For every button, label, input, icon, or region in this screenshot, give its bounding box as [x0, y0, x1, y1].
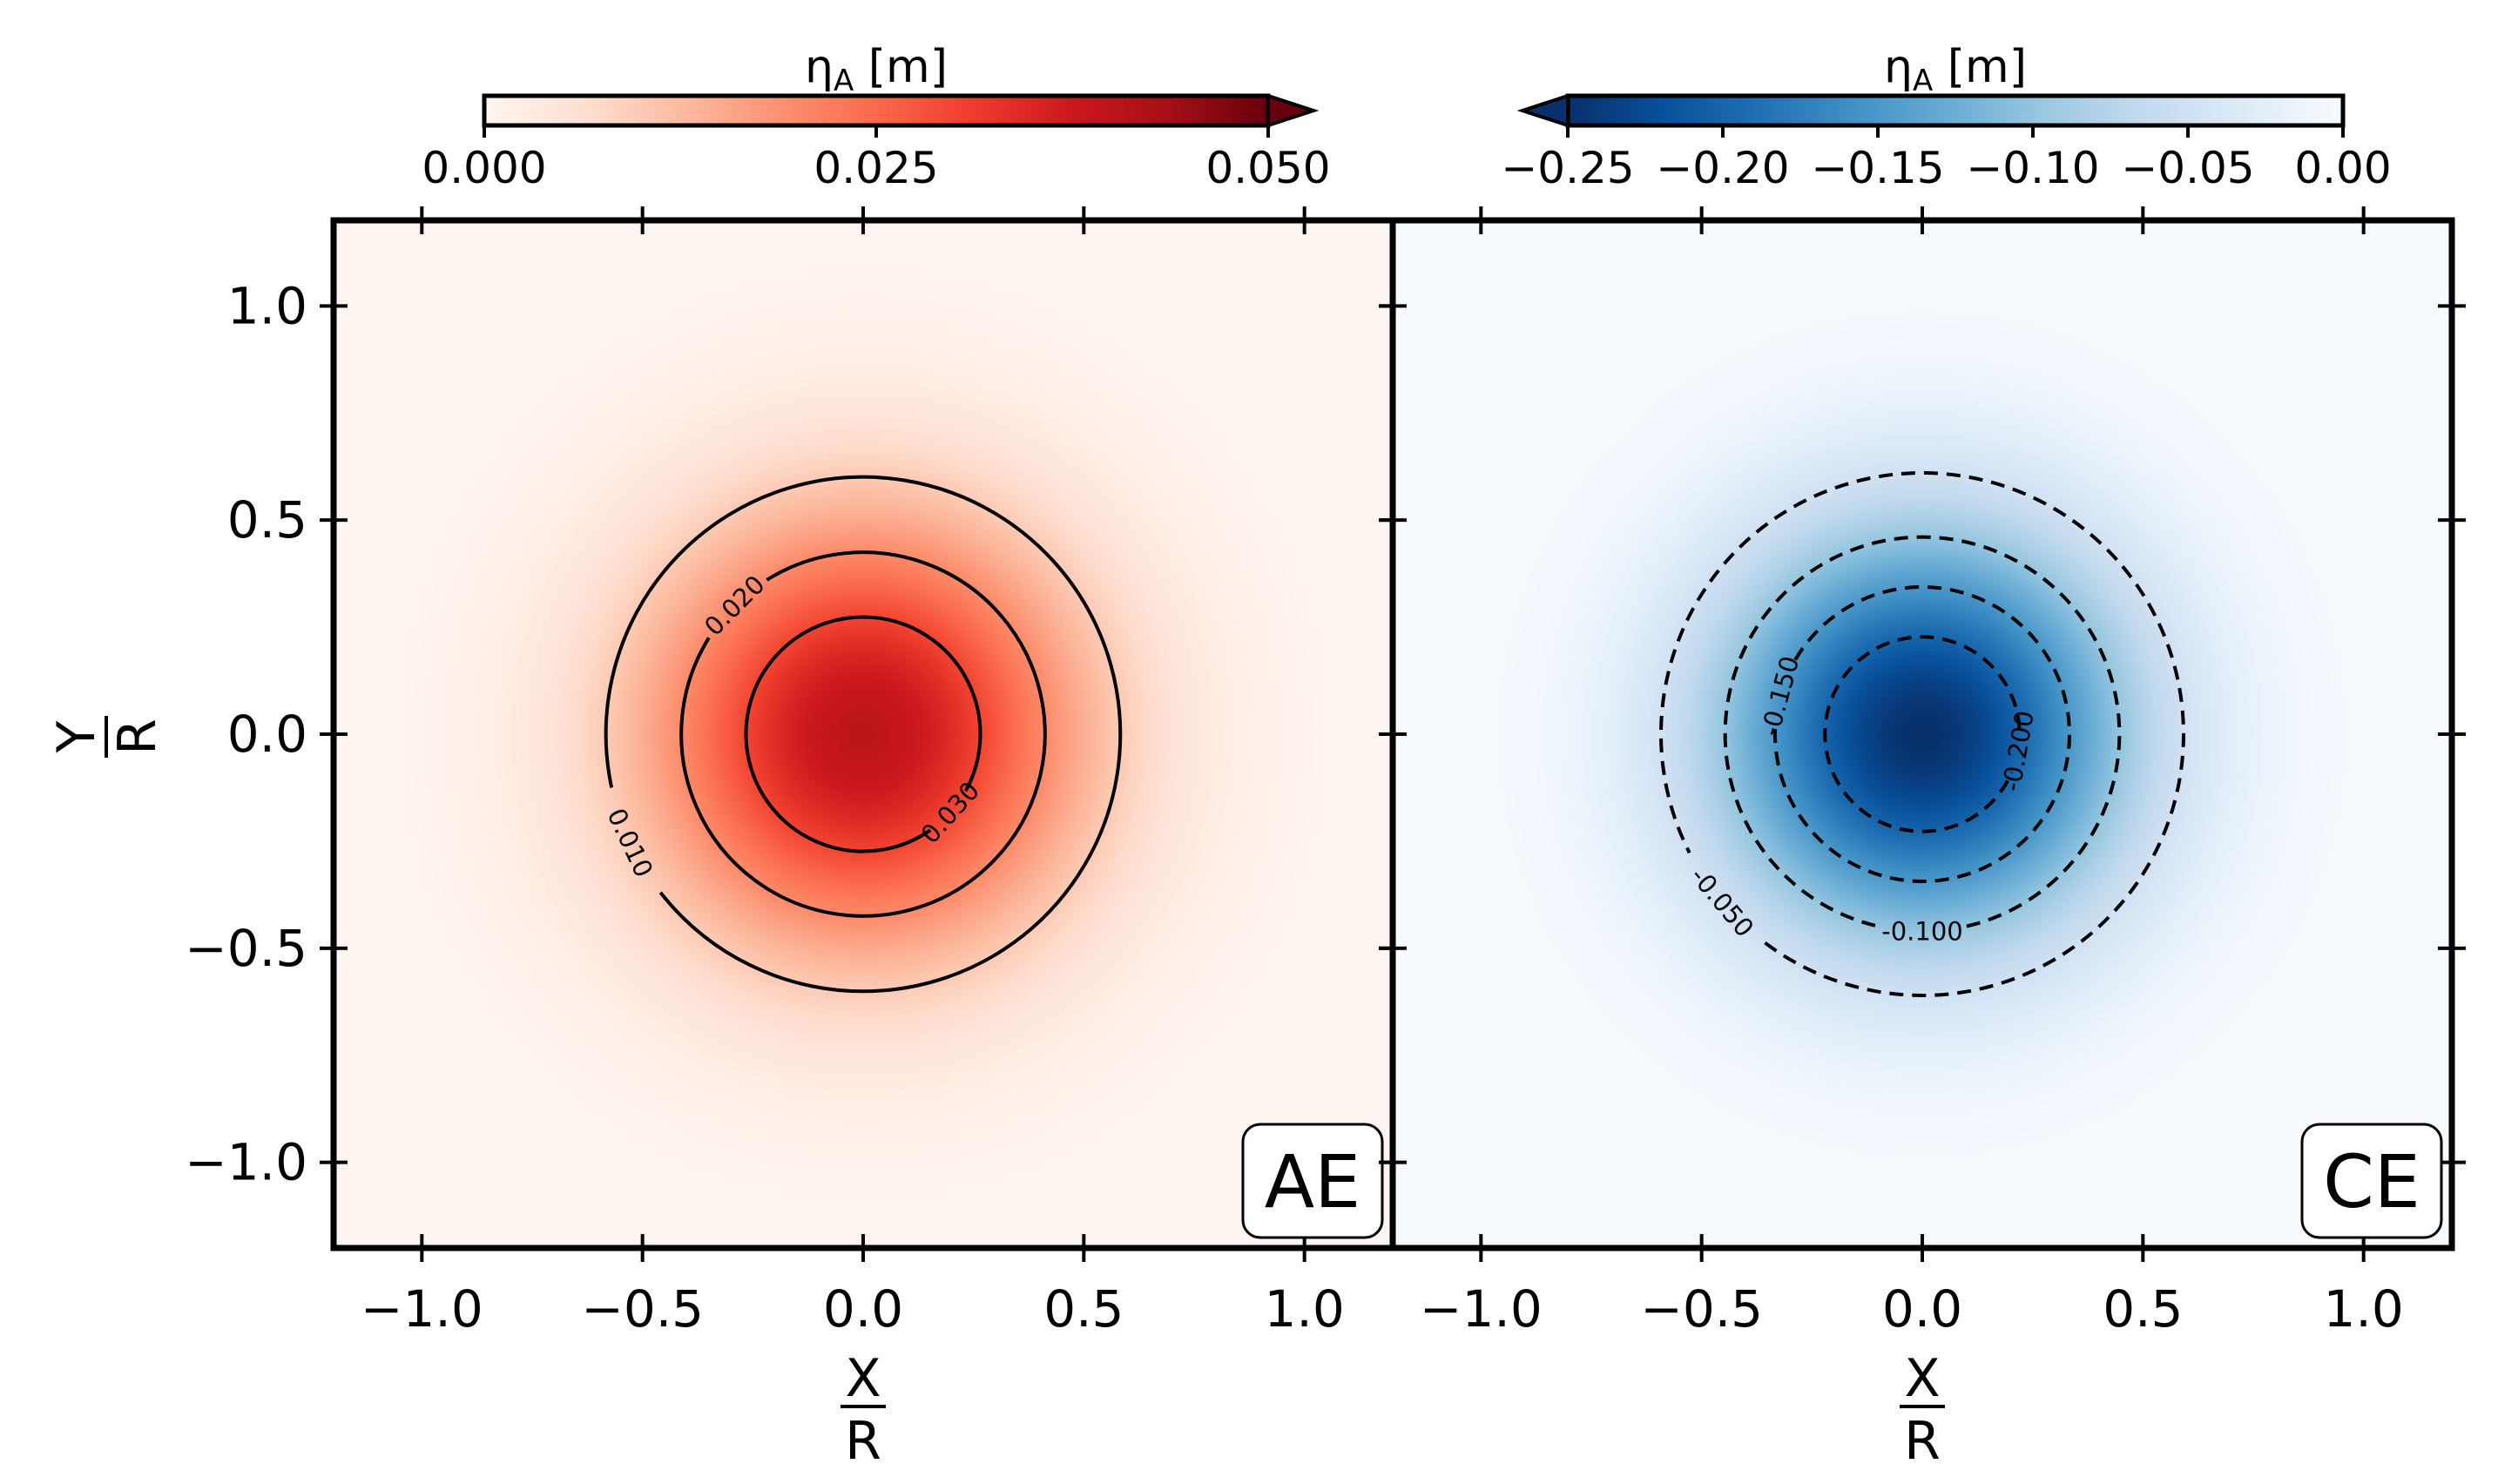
x-axis-label-ce-numerator: X	[1904, 1348, 1940, 1409]
colorbar-ce: −0.25 −0.20 −0.15 −0.10 −0.05 0.00 ηA [m]	[1501, 41, 2391, 193]
colorbar-ce-label: ηA [m]	[1884, 41, 2027, 98]
colorbar-tick-label: 0.025	[814, 143, 938, 193]
colorbar-ae-ticks: 0.000 0.025 0.050	[422, 125, 1331, 193]
colorbar-ce-ticks: −0.25 −0.20 −0.15 −0.10 −0.05 0.00	[1501, 125, 2392, 193]
x-tick-label: 1.0	[1265, 1279, 1345, 1339]
contour-line	[1823, 635, 2022, 833]
x-axis-label-ae: X R	[841, 1348, 886, 1472]
panel-ce: -0.050 -0.100-0.150-0.200 −1.0 −0.5 0.0 0.5 1…	[1379, 206, 2466, 1339]
y-tick-label: 1.0	[227, 276, 307, 335]
x-tick-label: −0.5	[581, 1279, 704, 1339]
panel-label-badge-ae: AE	[1241, 1123, 1384, 1239]
y-tick-label: 0.0	[227, 705, 307, 764]
x-axis-label-ce-denominator: R	[1904, 1411, 1941, 1472]
colorbar-ce-extend-min	[1516, 93, 1570, 128]
x-tick-label: 0.5	[2103, 1279, 2183, 1339]
colorbar-ae-extend-max	[1266, 93, 1320, 128]
colorbar-tick-label: 0.00	[2294, 143, 2391, 193]
panel-label-ae: AE	[1265, 1139, 1361, 1224]
contour-line	[679, 550, 1047, 918]
contour-line	[604, 475, 1123, 994]
y-tick-label: 0.5	[227, 490, 307, 550]
colorbar-tick-label: −0.25	[1501, 143, 1634, 193]
contour-label: -0.100	[1881, 916, 1963, 946]
colorbar-ae: 0.000 0.025 0.050 ηA [m]	[422, 41, 1330, 193]
y-axis-label-ae: Y R	[46, 716, 168, 758]
colorbar-tick-label: −0.15	[1811, 143, 1944, 193]
panel-label-badge-ce: CE	[2300, 1123, 2443, 1239]
x-tick-label: 0.0	[823, 1279, 903, 1339]
colorbar-tick-label: 0.000	[422, 143, 546, 193]
x-axis-label-ce: X R	[1900, 1348, 1945, 1472]
colorbar-ce-gradient	[1565, 93, 2346, 128]
x-axis-label-ae-numerator: X	[845, 1348, 881, 1409]
x-tick-label: −0.5	[1640, 1279, 1763, 1339]
x-tick-label: 0.0	[1882, 1279, 1962, 1339]
y-tick-label: −0.5	[185, 919, 307, 978]
contour-line	[1773, 585, 2071, 883]
y-axis-label-ae-numerator: Y	[46, 720, 107, 753]
x-tick-label: 0.5	[1043, 1279, 1124, 1339]
ae-heatmap-field	[400, 271, 1327, 1197]
x-tick-label: −1.0	[361, 1279, 483, 1339]
x-tick-label: −1.0	[1420, 1279, 1543, 1339]
x-tick-label: 1.0	[2324, 1279, 2404, 1339]
ce-frame	[1389, 217, 2455, 1251]
contour-line	[744, 615, 982, 853]
y-axis-label-ae-denominator: R	[107, 718, 168, 755]
y-tick-label: −1.0	[185, 1133, 307, 1192]
colorbar-tick-label: −0.20	[1656, 143, 1789, 193]
ae-ticks: −1.0 −0.5 0.0 0.5 1.0 1.0 0.5 0.0 −0.5 −1.0	[185, 206, 1407, 1339]
contour-line	[1723, 535, 2122, 928]
panel-label-ce: CE	[2323, 1139, 2420, 1224]
contour-line	[1659, 471, 2185, 997]
colorbar-ae-label: ηA [m]	[805, 41, 948, 98]
colorbar-ae-gradient	[482, 93, 1271, 128]
colorbar-tick-label: −0.05	[2121, 143, 2254, 193]
colorbar-tick-label: −0.10	[1966, 143, 2099, 193]
colorbar-tick-label: 0.050	[1205, 143, 1330, 193]
ce-heatmap-field	[1485, 297, 2360, 1171]
x-axis-label-ae-denominator: R	[845, 1411, 881, 1472]
